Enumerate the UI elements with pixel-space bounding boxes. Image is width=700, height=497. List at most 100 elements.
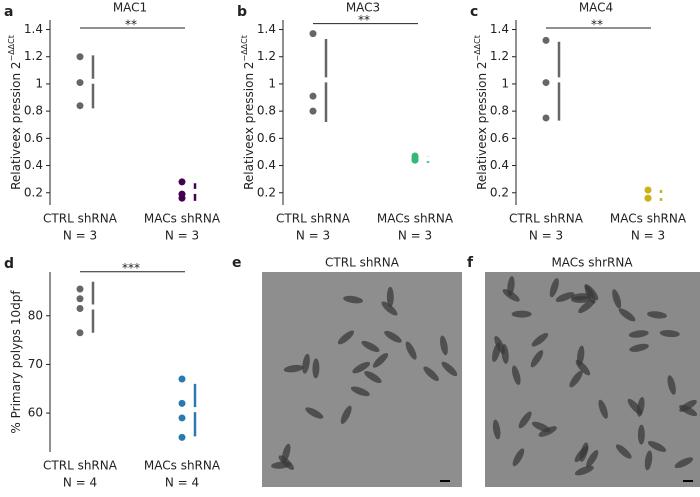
point <box>76 79 84 87</box>
polyp <box>667 375 676 395</box>
point <box>542 114 550 122</box>
polyp <box>511 365 521 385</box>
x-tick-label: CTRL shRNA <box>43 459 118 473</box>
n-label: N = 3 <box>398 229 432 243</box>
polyp <box>381 301 398 316</box>
polyp <box>530 350 544 368</box>
y-axis-label: Relativeex pression 2−ΔΔCt <box>240 35 256 190</box>
polyp <box>586 450 599 468</box>
y-tick-label: 0.8 <box>257 104 276 118</box>
polyp <box>627 398 642 415</box>
photo-title: CTRL shRNA <box>325 256 400 270</box>
polyp <box>570 293 591 301</box>
y-tick-label: 1 <box>268 76 276 90</box>
n-label: N = 4 <box>63 476 97 490</box>
x-tick-label: CTRL shRNA <box>276 212 351 226</box>
polyp <box>518 411 532 429</box>
point <box>644 194 652 202</box>
x-tick-label: CTRL shRNA <box>509 212 584 226</box>
polyp <box>637 424 645 445</box>
n-label: N = 3 <box>165 229 199 243</box>
x-tick-label: MACs shRNA <box>144 212 221 226</box>
chart-title: MAC4 <box>579 1 613 15</box>
point <box>542 36 550 44</box>
polyp <box>352 361 371 374</box>
polyp <box>340 405 352 424</box>
y-tick-label: 60 <box>28 406 43 420</box>
n-label: N = 3 <box>296 229 330 243</box>
polyp <box>618 308 636 322</box>
y-axis-label-sup: −ΔΔCt <box>7 35 16 61</box>
polyp <box>574 465 594 476</box>
polyp <box>364 370 382 384</box>
point <box>644 186 652 194</box>
y-tick-label: 1.2 <box>490 49 509 63</box>
point <box>309 30 317 38</box>
polyp <box>644 450 653 471</box>
y-tick-label: 0.4 <box>490 158 509 172</box>
y-tick-label: 1.2 <box>24 49 43 63</box>
panel-label: f <box>467 255 474 271</box>
polyp <box>441 361 458 377</box>
polyp <box>337 330 354 345</box>
significance-label: ** <box>358 13 370 27</box>
y-tick-label: 0.2 <box>257 185 276 199</box>
point <box>178 178 186 186</box>
point <box>76 304 84 312</box>
x-tick-label: CTRL shRNA <box>43 212 118 226</box>
polyp <box>612 289 622 309</box>
polyp <box>598 399 608 419</box>
y-axis-label-sup: −ΔΔCt <box>240 35 249 61</box>
y-tick-label: 0.2 <box>490 185 509 199</box>
y-tick-label: 1.2 <box>257 49 276 63</box>
n-label: N = 4 <box>165 476 199 490</box>
y-axis-label-text: Relativeex pression 2 <box>475 61 489 189</box>
polyp <box>584 285 596 304</box>
polyp <box>305 407 324 419</box>
polyp <box>384 330 402 343</box>
polyp <box>372 353 389 368</box>
chart-title: MAC3 <box>346 1 380 15</box>
point <box>178 375 186 383</box>
polyp <box>659 329 680 338</box>
significance-label: *** <box>122 261 140 275</box>
point <box>178 399 186 407</box>
polyp <box>423 366 439 382</box>
x-tick-label: MACs shRNA <box>144 459 221 473</box>
y-tick-label: 0.4 <box>257 158 276 172</box>
y-tick-label: 1.4 <box>257 22 276 36</box>
polyp <box>569 370 583 388</box>
point <box>309 92 317 100</box>
polyp <box>647 311 667 319</box>
polyp <box>492 342 501 362</box>
point <box>542 79 550 87</box>
point <box>76 102 84 110</box>
polyp <box>629 343 649 352</box>
panel-label: d <box>4 256 14 272</box>
y-tick-label: 0.8 <box>490 104 509 118</box>
polyps <box>271 276 698 476</box>
polyp <box>502 289 520 302</box>
point <box>76 329 84 337</box>
n-label: N = 3 <box>63 229 97 243</box>
polyp <box>492 419 501 440</box>
point <box>309 107 317 115</box>
y-tick-label: 0.4 <box>24 158 43 172</box>
point <box>76 53 84 61</box>
y-tick-label: 80 <box>28 308 43 322</box>
y-tick-label: 1.4 <box>24 22 43 36</box>
y-axis-label: Relativeex pression 2−ΔΔCt <box>7 35 23 190</box>
photo-title: MACs shrRNA <box>551 256 633 270</box>
polyp <box>405 341 417 360</box>
photo-ctrl <box>262 272 462 487</box>
significance-label: ** <box>591 18 603 32</box>
polyp <box>577 345 585 366</box>
x-tick-label: MACs shRNA <box>610 212 687 226</box>
polyp <box>538 426 557 437</box>
y-tick-label: 70 <box>28 357 43 371</box>
y-tick-label: 0.6 <box>24 131 43 145</box>
